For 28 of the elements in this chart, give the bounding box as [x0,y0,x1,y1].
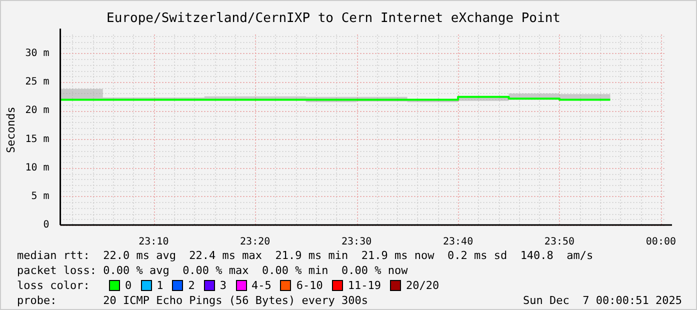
x-tick-label: 23:30 [342,236,372,248]
y-tick-label: 25 m [25,76,50,88]
text: Sun Dec 7 00:00:51 2025 [523,293,682,308]
text: 3 [220,278,226,293]
chart-title: Europe/Switzerland/CernIXP to Cern Internet eXchange Point [106,11,560,26]
y-tick-label: 20 m [25,105,50,116]
y-tick-label: 15 m [25,134,50,145]
text: loss color: [17,278,91,293]
text: 0 [125,278,132,293]
text: 4-5 [252,278,272,293]
y-tick-label: 0 [43,220,50,231]
x-tick-label: 23:40 [442,236,474,248]
text: 6-10 [296,278,323,293]
y-axis-title: Seconds [4,106,18,153]
x-tick-label: 23:10 [138,236,169,248]
text: median rtt: 22.0 ms avg 22.4 ms max 21.9 ms min 21.9 ms now 0.2 ms sd 140.8 am/s [17,248,594,263]
text: 1 [156,278,164,293]
x-tick-label: 00:00 [646,236,676,248]
y-tick-label: 10 m [25,162,50,174]
text: probe: 20 ICMP Echo Pings (56 Bytes) every 300s [17,293,368,308]
text: 20/20 [406,278,440,293]
text: packet loss: 0.00 % avg 0.00 % max 0.00 % min 0.00 % now [17,263,409,278]
text: 11-19 [348,278,381,293]
x-tick-label: 23:50 [544,236,575,248]
x-tick-label: 23:20 [240,236,270,248]
y-tick-label: 30 m [25,48,50,60]
y-tick-label: 5 m [31,191,50,202]
text: 2 [188,278,195,293]
